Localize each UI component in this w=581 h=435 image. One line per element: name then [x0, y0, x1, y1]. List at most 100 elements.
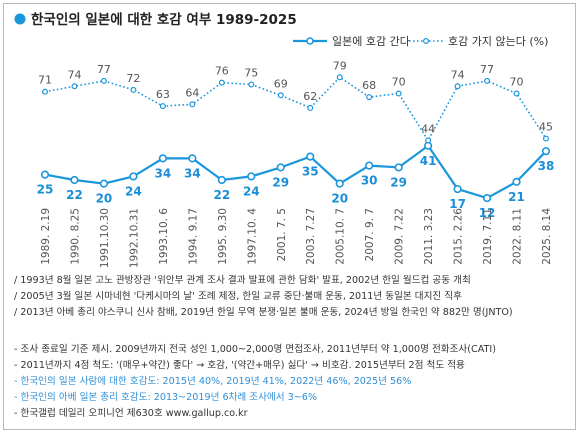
data-label-dislike: 75 — [244, 67, 258, 80]
data-label-like: 22 — [66, 188, 83, 202]
data-point-dislike — [484, 77, 491, 84]
data-point-dislike — [513, 90, 520, 97]
title-bullet-icon — [14, 13, 26, 25]
data-point-dislike — [218, 79, 225, 86]
data-point-like — [541, 147, 551, 156]
data-point-like — [70, 175, 79, 185]
data-point-dislike — [189, 101, 196, 108]
data-label-dislike: 68 — [362, 79, 376, 92]
data-label-like: 22 — [213, 188, 230, 202]
chart-frame — [3, 3, 576, 430]
data-label-dislike: 64 — [185, 86, 199, 99]
data-label-like: 20 — [96, 192, 113, 206]
data-point-like — [365, 161, 374, 170]
data-label-like: 17 — [449, 197, 466, 211]
data-point-dislike — [277, 92, 284, 99]
data-point-dislike — [366, 94, 373, 101]
method-note: - 한국인의 일본 사람에 대한 호감도: 2015년 40%, 2019년 4… — [14, 376, 412, 387]
data-label-dislike: 45 — [539, 121, 553, 134]
data-label-dislike: 71 — [38, 74, 52, 87]
data-label-dislike: 70 — [392, 76, 406, 89]
chart-marks: 25 22 20 24 34 34 22 24 29 35 20 30 29 41 17 12 21 38 71 74… — [37, 59, 555, 220]
x-tick-label: 1990. 8.25 — [69, 208, 81, 265]
data-point-like — [512, 177, 521, 186]
legend-label-like: 일본에 호감 간다 — [332, 34, 410, 48]
x-tick-label: 2009. 7.22 — [394, 208, 406, 265]
data-point-dislike — [425, 137, 432, 144]
series-line-like — [44, 144, 547, 200]
x-tick-label: 1995. 9.30 — [217, 208, 229, 265]
method-note: - 한국인의 아베 일본 총리 호감도: 2013~2019년 6차례 조사에서… — [14, 392, 318, 403]
data-point-dislike — [130, 86, 137, 93]
x-tick-label: 2005.10. 7 — [335, 208, 347, 265]
event-note: / 2013년 아베 총리 야스쿠니 신사 참배, 2019년 한일 무역 분쟁… — [14, 307, 513, 318]
data-point-dislike — [336, 74, 343, 81]
data-label-dislike: 44 — [421, 122, 435, 135]
x-tick-label: 2022. 8.11 — [512, 208, 524, 265]
data-label-like: 38 — [538, 159, 555, 173]
x-tick-label: 2015. 2.26 — [453, 208, 465, 265]
x-tick-label: 1991.10.30 — [99, 208, 111, 268]
x-tick-label: 1993.10. 6 — [158, 208, 170, 265]
data-point-dislike — [248, 81, 255, 88]
data-point-dislike — [395, 90, 402, 97]
data-point-like — [424, 141, 433, 150]
x-tick-label: 1994. 9.17 — [187, 208, 199, 265]
x-axis-tick-labels: 1989. 2.19 1990. 8.25 1991.10.30 1992.10.31… — [40, 208, 553, 268]
x-tick-label: 2025. 8.14 — [541, 208, 553, 265]
data-point-like — [335, 179, 344, 188]
method-note: - 한국갤럽 데일리 오피니언 제630호 www.gallup.co.kr — [14, 408, 248, 419]
event-note: / 2005년 3월 일본 시마네현 '다케시마의 날' 조례 제정, 한일 교… — [14, 291, 462, 302]
legend-marker-dislike — [423, 37, 430, 44]
x-tick-label: 1997.10. 4 — [246, 208, 258, 265]
data-label-like: 35 — [302, 165, 319, 179]
data-point-like — [217, 175, 226, 185]
method-note: - 2011년까지 4점 척도: '(매우+약간) 좋다' → 호감, '(약간… — [14, 360, 465, 371]
data-label-like: 30 — [361, 174, 378, 188]
x-tick-label: 1992.10.31 — [128, 208, 140, 268]
data-label-dislike: 77 — [97, 63, 111, 76]
data-label-dislike: 70 — [510, 76, 524, 89]
x-tick-label: 2001. 7. 5 — [276, 208, 288, 261]
data-point-like — [482, 193, 492, 203]
data-label-like: 21 — [508, 190, 525, 204]
data-label-like: 34 — [155, 166, 172, 180]
line-chart: 한국인의 일본에 대한 호감 여부 1989-2025 일본에 호감 간다 호감 … — [14, 11, 555, 268]
x-tick-label: 2007. 9. 7 — [364, 208, 376, 261]
x-tick-label: 1989. 2.19 — [40, 208, 52, 265]
data-point-dislike — [454, 83, 461, 90]
data-label-dislike: 79 — [333, 59, 347, 72]
data-point-like — [129, 172, 138, 181]
legend-marker-like — [306, 37, 314, 45]
data-point-dislike — [159, 103, 166, 110]
data-point-like — [276, 163, 285, 172]
data-point-like — [99, 179, 109, 188]
series-line-dislike — [44, 76, 547, 142]
data-label-dislike: 72 — [126, 72, 140, 85]
data-point-like — [188, 154, 197, 163]
x-tick-label: 2003. 7.27 — [305, 208, 317, 265]
data-label-dislike: 76 — [215, 65, 229, 78]
data-point-dislike — [100, 77, 107, 84]
data-label-like: 12 — [479, 206, 496, 220]
data-point-dislike — [542, 135, 549, 142]
x-tick-label: 2011. 3.23 — [423, 208, 435, 265]
data-label-like: 24 — [125, 184, 142, 198]
data-point-dislike — [71, 83, 78, 90]
method-note: - 조사 종료일 기준 제시. 2009년까지 전국 성인 1,000~2,00… — [14, 344, 496, 355]
event-notes: / 1993년 8월 일본 고노 관방장관 '위안부 관계 조사 결과 발표에 … — [14, 273, 513, 321]
data-point-dislike — [41, 88, 48, 95]
data-point-dislike — [307, 104, 314, 111]
data-point-like — [306, 152, 315, 161]
data-label-like: 29 — [272, 175, 289, 189]
data-label-like: 25 — [37, 183, 54, 197]
data-label-like: 41 — [420, 154, 437, 168]
data-label-dislike: 74 — [451, 68, 465, 81]
data-label-dislike: 62 — [303, 90, 317, 103]
data-label-dislike: 69 — [274, 77, 288, 90]
chart-title-group: 한국인의 일본에 대한 호감 여부 1989-2025 — [14, 11, 297, 28]
data-label-dislike: 77 — [480, 63, 494, 76]
data-label-like: 29 — [390, 175, 407, 189]
data-point-like — [394, 163, 403, 172]
data-point-like — [453, 184, 462, 194]
